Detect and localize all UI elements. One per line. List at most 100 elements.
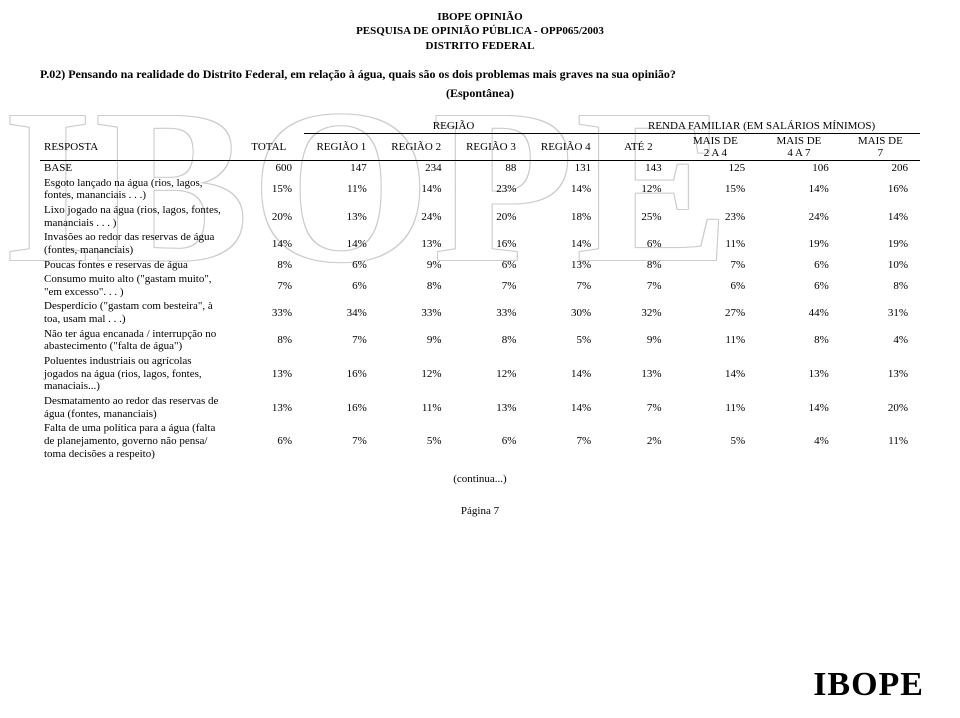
table-row: Falta de uma política para a água (falta… xyxy=(40,421,920,461)
cell: 12% xyxy=(454,354,529,394)
cell: 20% xyxy=(841,394,920,421)
cell: 8% xyxy=(603,258,673,273)
cell: 7% xyxy=(234,272,304,299)
cell: 7% xyxy=(603,394,673,421)
cell: 7% xyxy=(603,272,673,299)
table-row: Não ter água encanada / interrupção no a… xyxy=(40,327,920,354)
cell: 14% xyxy=(528,176,603,203)
col-header: REGIÃO 3 xyxy=(454,133,529,160)
cell: 13% xyxy=(454,394,529,421)
cell: 14% xyxy=(304,230,379,257)
cell: 23% xyxy=(454,176,529,203)
cell: 7% xyxy=(674,258,758,273)
cell: 33% xyxy=(379,299,454,326)
cell: 7% xyxy=(454,272,529,299)
cell: 5% xyxy=(379,421,454,461)
th-blank xyxy=(40,119,234,134)
cell: 88 xyxy=(454,161,529,176)
cell: 234 xyxy=(379,161,454,176)
cell: 6% xyxy=(603,230,673,257)
cell: 106 xyxy=(757,161,841,176)
cell: 14% xyxy=(674,354,758,394)
cell: 143 xyxy=(603,161,673,176)
cell: 16% xyxy=(841,176,920,203)
cell: 13% xyxy=(757,354,841,394)
cell: 23% xyxy=(674,203,758,230)
row-label: BASE xyxy=(40,161,234,176)
cell: 147 xyxy=(304,161,379,176)
question-text: P.02) Pensando na realidade do Distrito … xyxy=(40,67,920,82)
table-row: BASE60014723488131143125106206 xyxy=(40,161,920,176)
cell: 8% xyxy=(454,327,529,354)
cell: 10% xyxy=(841,258,920,273)
footer-logo: IBOPE xyxy=(813,666,924,704)
header-line1: IBOPE OPINIÃO xyxy=(0,10,960,24)
cell: 24% xyxy=(379,203,454,230)
row-label: Consumo muito alto ("gastam muito", "em … xyxy=(40,272,234,299)
table-row: Poucas fontes e reservas de água8%6%9%6%… xyxy=(40,258,920,273)
cell: 13% xyxy=(528,258,603,273)
cell: 24% xyxy=(757,203,841,230)
cell: 8% xyxy=(841,272,920,299)
cell: 16% xyxy=(304,394,379,421)
col-header: MAIS DE7 xyxy=(841,133,920,160)
row-label: Falta de uma política para a água (falta… xyxy=(40,421,234,461)
resposta-header: RESPOSTA xyxy=(40,133,234,160)
col-header: MAIS DE4 A 7 xyxy=(757,133,841,160)
table-row: Lixo jogado na água (rios, lagos, fontes… xyxy=(40,203,920,230)
cell: 11% xyxy=(379,394,454,421)
row-label: Desperdício ("gastam com besteira", à to… xyxy=(40,299,234,326)
group-regiao: REGIÃO xyxy=(304,119,603,134)
table-row: Consumo muito alto ("gastam muito", "em … xyxy=(40,272,920,299)
cell: 33% xyxy=(454,299,529,326)
header-line2: PESQUISA DE OPINIÃO PÚBLICA - OPP065/200… xyxy=(0,24,960,38)
col-header: REGIÃO 2 xyxy=(379,133,454,160)
cell: 7% xyxy=(528,272,603,299)
cell: 4% xyxy=(757,421,841,461)
cell: 25% xyxy=(603,203,673,230)
row-label: Esgoto lançado na água (rios, lagos, fon… xyxy=(40,176,234,203)
cell: 125 xyxy=(674,161,758,176)
cell: 14% xyxy=(379,176,454,203)
cell: 2% xyxy=(603,421,673,461)
table-row: Invasões ao redor das reservas de água (… xyxy=(40,230,920,257)
cell: 600 xyxy=(234,161,304,176)
cell: 8% xyxy=(234,327,304,354)
cell: 19% xyxy=(757,230,841,257)
cell: 20% xyxy=(454,203,529,230)
cell: 13% xyxy=(304,203,379,230)
col-header: ATÉ 2 xyxy=(603,133,673,160)
table-row: Desmatamento ao redor das reservas de ág… xyxy=(40,394,920,421)
cell: 7% xyxy=(528,421,603,461)
cell: 6% xyxy=(674,272,758,299)
col-header: REGIÃO 1 xyxy=(304,133,379,160)
cell: 13% xyxy=(603,354,673,394)
cell: 19% xyxy=(841,230,920,257)
cell: 18% xyxy=(528,203,603,230)
cell: 30% xyxy=(528,299,603,326)
cell: 9% xyxy=(379,258,454,273)
cell: 6% xyxy=(757,258,841,273)
header-line3: DISTRITO FEDERAL xyxy=(0,39,960,53)
cell: 4% xyxy=(841,327,920,354)
cell: 6% xyxy=(234,421,304,461)
question-sub: (Espontânea) xyxy=(40,86,920,101)
col-header: TOTAL xyxy=(234,133,304,160)
cell: 11% xyxy=(674,327,758,354)
cell: 20% xyxy=(234,203,304,230)
cell: 6% xyxy=(757,272,841,299)
cell: 5% xyxy=(674,421,758,461)
cell: 15% xyxy=(234,176,304,203)
cell: 14% xyxy=(528,394,603,421)
cell: 16% xyxy=(304,354,379,394)
cell: 27% xyxy=(674,299,758,326)
col-header: REGIÃO 4 xyxy=(528,133,603,160)
cell: 7% xyxy=(304,421,379,461)
cell: 13% xyxy=(841,354,920,394)
cell: 11% xyxy=(674,394,758,421)
row-label: Desmatamento ao redor das reservas de ág… xyxy=(40,394,234,421)
row-label: Poucas fontes e reservas de água xyxy=(40,258,234,273)
cell: 6% xyxy=(304,258,379,273)
cell: 206 xyxy=(841,161,920,176)
cell: 131 xyxy=(528,161,603,176)
